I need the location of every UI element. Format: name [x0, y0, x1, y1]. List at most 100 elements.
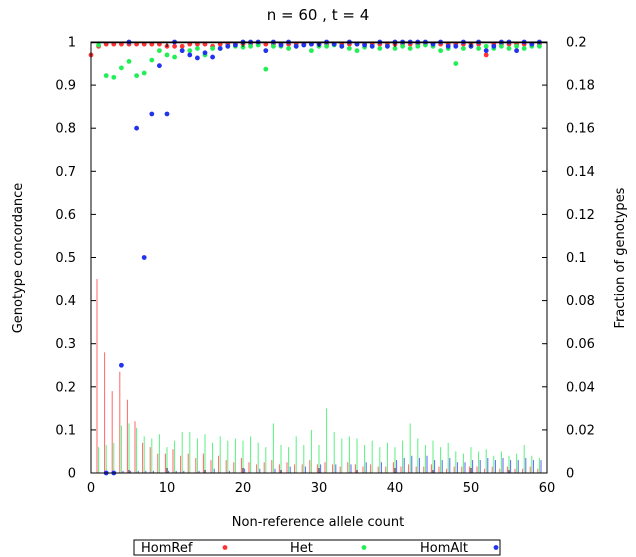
- point-het-31: [324, 43, 329, 49]
- point-het-57: [521, 46, 527, 51]
- point-homref-12: [179, 43, 185, 49]
- y2-tick-label: 0.04: [566, 380, 595, 395]
- point-het-59: [537, 43, 542, 49]
- point-het-56: [514, 43, 519, 49]
- point-het-48: [453, 61, 459, 66]
- y-axis-title: Genotype concordance: [11, 183, 26, 334]
- point-het-41: [400, 43, 405, 49]
- y2-tick-label: 0.08: [566, 294, 595, 309]
- point-homref-11: [172, 43, 178, 49]
- point-het-10: [164, 52, 170, 58]
- point-het-21: [248, 43, 254, 49]
- point-homalt-37: [369, 43, 375, 49]
- legend-marker-het: [361, 545, 367, 550]
- y-tick-label: 0.2: [55, 380, 76, 395]
- point-het-51: [476, 46, 481, 51]
- point-het-43: [415, 43, 421, 49]
- point-homalt-53: [491, 43, 497, 49]
- x-tick-label: 30: [311, 481, 328, 496]
- point-homalt-6: [134, 125, 140, 131]
- y2-axis-title: Fraction of genotypes: [613, 187, 628, 328]
- fraction-bars: [96, 279, 542, 473]
- axis-ticks: 0 10 20 30 40 50 6000.10.20.30.40.50.60.70.80.…: [55, 36, 595, 497]
- point-het-49: [461, 46, 466, 51]
- point-het-1: [96, 42, 101, 48]
- y-tick-label: 0.1: [55, 423, 76, 438]
- y2-tick-label: 0.2: [566, 36, 587, 51]
- y-tick-label: 0.8: [55, 122, 76, 137]
- legend-label-het: Het: [290, 541, 313, 556]
- y-tick-label: 0.9: [55, 79, 76, 94]
- x-tick-label: 20: [235, 481, 252, 496]
- point-homalt-33: [339, 43, 345, 49]
- point-het-34: [347, 46, 352, 51]
- point-homalt-28: [301, 42, 307, 48]
- point-het-8: [149, 57, 155, 63]
- y2-tick-label: 0.12: [566, 208, 595, 223]
- x-tick-label: 0: [87, 481, 95, 496]
- y2-tick-label: 0: [566, 467, 574, 482]
- point-het-20: [240, 44, 246, 50]
- point-homalt-25: [278, 42, 284, 48]
- y2-tick-label: 0.16: [566, 122, 595, 137]
- y-tick-label: 1: [68, 36, 76, 51]
- y-tick-label: 0.4: [55, 294, 76, 309]
- point-het-38: [377, 46, 383, 51]
- y2-tick-label: 0.14: [566, 165, 595, 180]
- point-het-23: [263, 66, 269, 72]
- y-tick-label: 0.6: [55, 208, 76, 223]
- y2-tick-label: 0.02: [566, 423, 595, 438]
- point-het-6: [134, 73, 140, 79]
- legend: HomRef Het HomAlt: [133, 539, 501, 556]
- point-het-9: [157, 48, 162, 54]
- concordance-points: [88, 39, 542, 476]
- point-het-4: [119, 65, 124, 71]
- point-homalt-18: [225, 43, 231, 49]
- y2-tick-label: 0.1: [566, 251, 587, 266]
- point-het-40: [392, 46, 398, 51]
- point-het-26: [286, 46, 291, 51]
- y2-tick-label: 0.06: [566, 337, 595, 352]
- point-het-7: [141, 70, 147, 76]
- plot-frame: [90, 41, 548, 474]
- y-tick-label: 0: [68, 467, 76, 482]
- point-homalt-9: [157, 63, 162, 69]
- y2-tick-label: 0.18: [566, 79, 595, 94]
- point-het-54: [499, 43, 504, 49]
- legend-label-homalt: HomAlt: [420, 541, 468, 556]
- point-homalt-13: [187, 52, 193, 58]
- point-het-52: [483, 43, 489, 49]
- point-homalt-17: [217, 46, 223, 51]
- point-homalt-15: [202, 50, 208, 56]
- point-homalt-39: [385, 43, 390, 49]
- point-homalt-16: [210, 54, 216, 60]
- point-het-42: [407, 46, 413, 51]
- point-homalt-19: [233, 42, 238, 48]
- x-tick-label: 50: [463, 481, 480, 496]
- point-homalt-14: [195, 55, 200, 61]
- point-homalt-36: [362, 42, 367, 48]
- point-het-5: [126, 58, 132, 64]
- point-het-24: [271, 43, 276, 49]
- point-het-3: [111, 74, 117, 80]
- point-het-13: [187, 48, 193, 54]
- legend-marker-homref: [222, 545, 228, 550]
- point-het-35: [354, 48, 360, 54]
- point-het-29: [309, 48, 314, 54]
- point-homalt-7: [141, 255, 147, 260]
- point-homalt-56: [514, 48, 519, 54]
- point-homalt-23: [263, 48, 269, 54]
- point-het-46: [438, 48, 443, 54]
- point-het-55: [506, 46, 512, 51]
- point-homalt-8: [149, 111, 155, 117]
- point-homalt-52: [483, 48, 489, 54]
- x-tick-label: 60: [539, 481, 556, 496]
- point-het-16: [210, 46, 216, 51]
- point-homalt-27: [293, 43, 299, 49]
- point-homref-52: [483, 52, 489, 58]
- x-tick-label: 10: [159, 481, 176, 496]
- x-axis-title: Non-reference allele count: [232, 515, 404, 530]
- legend-marker-homalt: [493, 545, 499, 550]
- point-homalt-10: [164, 111, 170, 117]
